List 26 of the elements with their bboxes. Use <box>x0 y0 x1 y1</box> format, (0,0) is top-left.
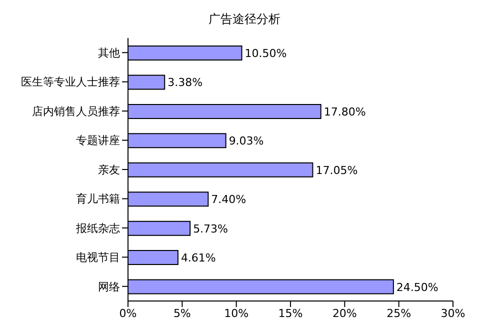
y-tick-label: 其他 <box>98 46 120 60</box>
x-tick-label: 30% <box>440 306 466 320</box>
x-tick-label: 10% <box>224 306 249 320</box>
data-label: 9.03% <box>228 134 264 148</box>
y-tick-label: 报纸杂志 <box>75 222 120 235</box>
y-tick-label: 亲友 <box>98 163 120 176</box>
data-label: 7.40% <box>211 193 246 206</box>
data-label: 24.50% <box>396 280 438 294</box>
chart-title: 广告途径分析 <box>208 11 282 28</box>
x-tick-label: 15% <box>278 306 303 320</box>
data-label: 10.50% <box>244 47 287 60</box>
data-label: 3.38% <box>168 76 203 90</box>
data-label: 5.73% <box>193 222 228 236</box>
y-tick-label: 医生等专业人士推荐 <box>21 76 120 89</box>
data-label: 4.61% <box>180 252 216 265</box>
x-tick-label: 25% <box>386 306 412 320</box>
x-tick-label: 5% <box>173 306 191 320</box>
y-tick-label: 网络 <box>98 280 120 294</box>
y-tick-label: 电视节目 <box>76 251 120 264</box>
data-label: 17.05% <box>316 164 358 177</box>
y-tick-label: 专题讲座 <box>76 134 120 148</box>
x-tick-label: 0% <box>119 306 137 320</box>
y-tick-label: 店内销售人员推荐 <box>32 104 120 118</box>
x-tick-label: 20% <box>332 306 357 320</box>
y-tick-label: 育儿书籍 <box>76 192 120 206</box>
data-label: 17.80% <box>324 105 366 118</box>
